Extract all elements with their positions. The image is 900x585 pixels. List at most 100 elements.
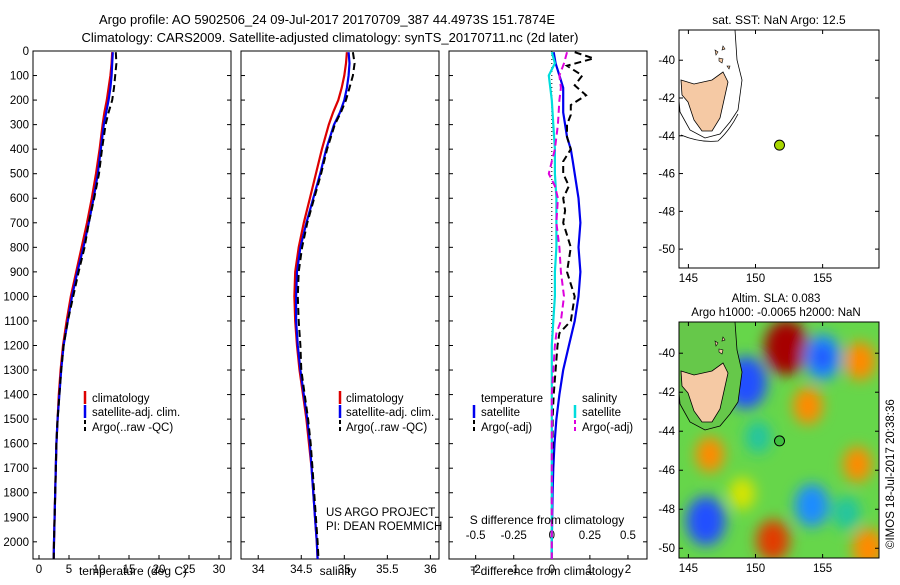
series-line-salinity-satellite [547, 51, 558, 559]
sla-map-title-line1: Altim. SLA: 0.083 [732, 293, 821, 305]
y-tick-label: 200 [10, 95, 29, 107]
map-y-tick-label: -46 [658, 465, 675, 477]
x-tick-label: 0 [549, 564, 555, 576]
legend-argo-t-label: Argo(-adj) [481, 422, 532, 434]
y-tick-label: 1900 [3, 512, 29, 524]
legend-satellite-t-label: satellite [481, 407, 520, 419]
sla-anomaly-blob [852, 528, 879, 558]
legend-salinity-header: salinity [582, 393, 617, 405]
map-x-tick-label: 150 [746, 273, 765, 285]
s-tick-label: -0.5 [466, 530, 486, 542]
legend-argo-label: Argo(..raw -QC) [92, 422, 173, 434]
map-y-tick-label: -48 [658, 504, 675, 516]
x-tick-label: 20 [153, 564, 166, 576]
map-y-tick-label: -42 [658, 93, 675, 105]
legend-argo-s-label: Argo(-adj) [582, 422, 633, 434]
map-y-tick-label: -50 [658, 543, 675, 555]
x-tick-label: 25 [183, 564, 196, 576]
series-line-climatology [293, 52, 348, 560]
x-tick-label: 30 [213, 564, 226, 576]
x-tick-label: 35.5 [376, 564, 398, 576]
y-tick-label: 1000 [3, 291, 29, 303]
salinity-legend: climatology satellite-adj. clim. Argo(..… [338, 391, 434, 434]
x-tick-label: -2 [471, 564, 481, 576]
series-line-satellite-adj [295, 52, 351, 560]
sla-anomaly-core [695, 507, 717, 535]
sst-map-ticks: 145 150 155 -40 -42 -44 -46 -48 -50 [658, 30, 879, 285]
y-tick-label: 2000 [3, 537, 29, 549]
x-tick-label: 5 [66, 564, 72, 576]
y-tick-label: 1300 [3, 365, 29, 377]
y-tick-label: 400 [10, 144, 29, 156]
tasmania-land [680, 71, 729, 132]
sla-anomaly-blob [695, 436, 725, 473]
project-line2: PI: DEAN ROEMMICH [326, 521, 442, 533]
temperature-xlabel: temperature (deg C) [79, 564, 187, 578]
map-y-tick-label: -44 [658, 426, 675, 438]
sst-map-frame [678, 29, 880, 269]
map-x-tick-label: 150 [746, 563, 765, 575]
y-tick-label: 300 [10, 120, 29, 132]
sla-anomaly-blob [843, 446, 872, 483]
map-x-tick-label: 155 [813, 273, 832, 285]
y-tick-label: 1100 [4, 316, 29, 328]
legend-satellite-label: satellite-adj. clim. [346, 407, 434, 419]
y-tick-label: 0 [23, 46, 29, 58]
s-difference-xlabel: S difference from climatology [470, 513, 625, 527]
project-line1: US ARGO PROJECT [326, 507, 435, 519]
sla-anomaly-blob [844, 341, 876, 381]
sla-anomaly-core [802, 493, 822, 518]
y-tick-label: 1200 [3, 340, 29, 352]
legend-climatology-label: climatology [346, 393, 404, 405]
legend-satellite-label: satellite-adj. clim. [92, 407, 180, 419]
tasmania-land [680, 362, 729, 423]
sla-map-ticks: 145 150 155 -40 -42 -44 -46 -48 -50 [658, 322, 879, 575]
map-x-tick-label: 145 [679, 563, 698, 575]
x-tick-label: 35 [338, 564, 351, 576]
series-line-satellite-adj [52, 52, 114, 560]
temperature-panel-frame [32, 50, 232, 560]
t-difference-xlabel: T difference from climatology [470, 564, 624, 578]
sst-map-title: sat. SST: NaN Argo: 12.5 [712, 13, 846, 27]
x-tick-label: 10 [93, 564, 106, 576]
sla-anomaly-blob [745, 420, 772, 454]
y-tick-label: 800 [10, 242, 29, 254]
y-tick-label: 1700 [3, 463, 29, 475]
map-y-tick-label: -48 [658, 206, 675, 218]
figure-title-line1: Argo profile: AO 5902506_24 09-Jul-2017 … [99, 12, 555, 27]
temperature-legend: climatology satellite-adj. clim. Argo(..… [83, 391, 180, 434]
x-tick-label: -1 [509, 564, 519, 576]
s-tick-label: -0.25 [501, 530, 527, 542]
temperature-plot: 0100200300400500600700800900100011001200… [3, 46, 231, 576]
islands [714, 45, 731, 70]
difference-plot: -2 -1 0 1 2-0.5 -0.25 0 0.25 0.5 [449, 50, 647, 576]
x-tick-label: 1 [587, 564, 593, 576]
salinity-panel-frame [240, 50, 440, 560]
difference-panel-frame [448, 50, 648, 560]
x-tick-label: 34.5 [290, 564, 312, 576]
sla-map: Altim. SLA: 0.083 Argo h1000: -0.0065 h2… [658, 293, 880, 575]
sla-anomaly-blob [833, 496, 861, 531]
sla-anomaly-blob [756, 519, 790, 558]
sla-map-frame [678, 321, 880, 559]
map-y-tick-label: -40 [658, 55, 675, 67]
y-tick-label: 1800 [3, 488, 29, 500]
sla-anomaly-core [774, 331, 799, 363]
y-tick-label: 1600 [3, 439, 29, 451]
y-tick-label: 600 [10, 193, 29, 205]
legend-temperature-header: temperature [481, 393, 543, 405]
y-tick-label: 500 [10, 169, 29, 181]
islands [714, 336, 726, 355]
series-line-argoraw [52, 52, 118, 560]
argo-float-marker [774, 139, 786, 151]
y-tick-label: 1500 [3, 414, 29, 426]
map-x-tick-label: 155 [813, 563, 832, 575]
x-tick-label: 2 [625, 564, 631, 576]
s-tick-label: 0.25 [579, 530, 601, 542]
sst-map: sat. SST: NaN Argo: 12.5 145 150 155 -40 -42… [658, 13, 880, 285]
x-tick-label: 36 [424, 564, 437, 576]
x-tick-label: 0 [36, 564, 42, 576]
sla-anomaly-field [686, 322, 879, 558]
sla-anomaly-blob [729, 477, 756, 510]
sla-map-title-line2: Argo h1000: -0.0065 h2000: NaN [691, 307, 860, 319]
